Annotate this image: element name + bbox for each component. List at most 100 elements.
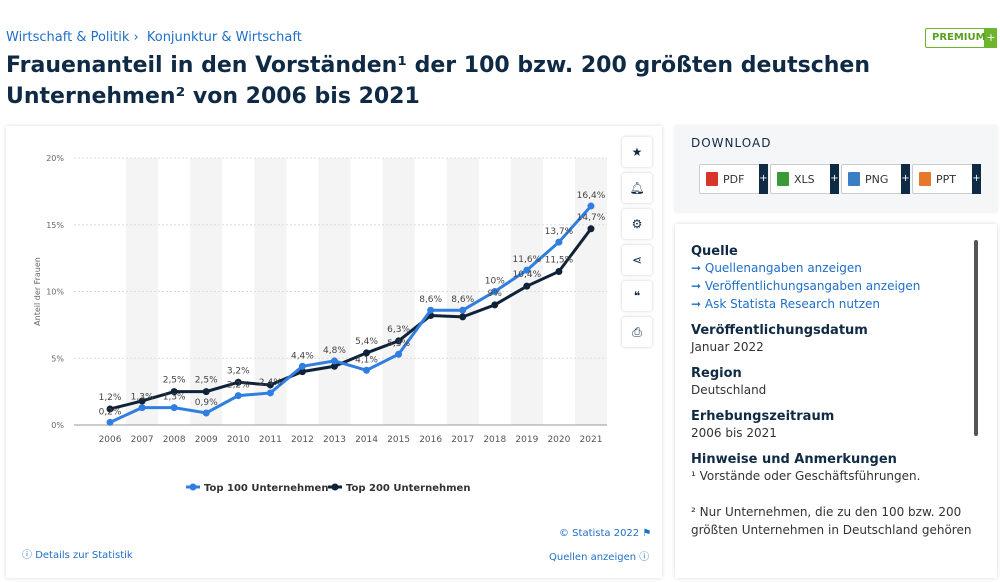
download-pdf-button[interactable]: PDF + xyxy=(699,164,768,194)
data-label: 2,5% xyxy=(163,376,186,386)
info-panel: Quelle ➞ Quellenangaben anzeigen ➞ Veröf… xyxy=(675,224,997,578)
copyright[interactable]: © Statista 2022 ⚑ xyxy=(559,528,651,539)
data-label: 5,3% xyxy=(387,339,410,349)
y-tick-label: 15% xyxy=(46,221,64,230)
print-icon: ⎙ xyxy=(632,324,642,339)
download-xls-button[interactable]: XLS + xyxy=(770,164,839,194)
y-axis-label: Anteil der Frauen xyxy=(33,257,42,326)
y-tick-label: 5% xyxy=(51,354,64,363)
data-label: 13,7% xyxy=(545,227,574,237)
breadcrumb: Wirtschaft & Politik › Konjunktur & Wirt… xyxy=(6,30,306,45)
data-label: 1,3% xyxy=(163,393,186,403)
print-button[interactable]: ⎙ xyxy=(622,317,652,347)
download-png-button[interactable]: PNG + xyxy=(841,164,910,194)
research-link[interactable]: ➞ Ask Statista Research nutzen xyxy=(691,297,880,311)
data-point xyxy=(202,409,210,417)
quote-icon: ❝ xyxy=(633,289,641,303)
data-point xyxy=(363,366,371,374)
scrollbar[interactable] xyxy=(974,240,978,436)
data-label: 1,3% xyxy=(131,393,154,403)
period-heading: Erhebungszeitraum xyxy=(691,409,835,424)
data-point xyxy=(202,388,210,396)
link-text: Veröffentlichungsangaben anzeigen xyxy=(704,279,921,293)
notify-button[interactable]: 🔔︎ xyxy=(622,173,652,203)
x-tick-label: 2016 xyxy=(419,435,442,445)
data-label: 10% xyxy=(485,277,505,287)
file-icon xyxy=(706,172,718,186)
favorite-button[interactable]: ★ xyxy=(622,137,652,167)
data-point xyxy=(491,301,499,309)
download-panel: DOWNLOAD PDF + XLS + PNG + PPT + xyxy=(675,126,997,212)
premium-plus[interactable]: + xyxy=(985,28,997,48)
data-point xyxy=(395,337,403,345)
x-tick-label: 2020 xyxy=(547,435,570,445)
share-button[interactable]: ⋖ xyxy=(622,245,652,275)
data-point xyxy=(298,362,306,370)
data-label: 16,4% xyxy=(577,191,606,201)
button-label: PNG xyxy=(865,172,889,186)
details-link[interactable]: ⓘ Details zur Statistik xyxy=(22,546,133,561)
data-label: 0,9% xyxy=(195,398,218,408)
breadcrumb-link[interactable]: Konjunktur & Wirtschaft xyxy=(146,30,302,45)
data-label: 11,6% xyxy=(513,255,542,265)
cite-button[interactable]: ❝ xyxy=(622,281,652,311)
data-label: 4,1% xyxy=(355,355,378,365)
settings-button[interactable]: ⚙ xyxy=(622,209,652,239)
sources-link[interactable]: Quellen anzeigen ⓘ xyxy=(549,548,649,563)
download-title: DOWNLOAD xyxy=(691,136,772,150)
details-text: Details zur Statistik xyxy=(35,550,133,561)
data-point xyxy=(427,306,435,314)
link-text: Ask Statista Research nutzen xyxy=(704,297,880,311)
note-1: ¹ Vorstände oder Geschäftsführungen. xyxy=(691,469,921,483)
series-line xyxy=(109,205,593,424)
page-title: Frauenanteil in den Vorständen¹ der 100 … xyxy=(6,53,870,109)
data-point xyxy=(555,267,563,275)
data-label: 8,6% xyxy=(451,295,474,305)
data-point xyxy=(266,381,274,389)
data-point xyxy=(523,266,531,274)
premium-badge[interactable]: PREMIUM xyxy=(925,28,986,48)
y-tick-label: 0% xyxy=(51,421,64,430)
legend-label: Top 100 Unternehmen xyxy=(204,483,328,494)
x-tick-label: 2007 xyxy=(131,435,154,445)
data-point xyxy=(170,388,178,396)
data-point xyxy=(170,404,178,412)
legend-marker xyxy=(331,483,339,491)
download-ppt-button[interactable]: PPT + xyxy=(912,164,981,194)
data-point xyxy=(395,350,403,358)
data-label: 4,8% xyxy=(323,346,346,356)
legend-marker xyxy=(189,483,197,491)
y-tick-label: 20% xyxy=(46,154,64,163)
data-label: 14,7% xyxy=(577,213,606,223)
notes-heading: Hinweise und Anmerkungen xyxy=(691,452,897,467)
data-point xyxy=(234,392,242,400)
link-text: Quellenangaben anzeigen xyxy=(704,261,862,275)
data-point xyxy=(363,349,371,357)
plus-icon: + xyxy=(759,164,768,194)
x-tick-label: 2011 xyxy=(259,435,282,445)
source-link[interactable]: ➞ Quellenangaben anzeigen xyxy=(691,261,862,275)
button-label: XLS xyxy=(794,172,815,186)
x-tick-label: 2009 xyxy=(195,435,218,445)
publication-link[interactable]: ➞ Veröffentlichungsangaben anzeigen xyxy=(691,279,921,293)
x-tick-label: 2008 xyxy=(163,435,186,445)
source-heading: Quelle xyxy=(691,244,738,259)
x-tick-label: 2015 xyxy=(387,435,410,445)
breadcrumb-link[interactable]: Wirtschaft & Politik › xyxy=(6,30,139,45)
x-tick-label: 2012 xyxy=(291,435,314,445)
star-icon: ★ xyxy=(631,145,643,159)
date-value: Januar 2022 xyxy=(691,340,764,354)
x-tick-label: 2014 xyxy=(355,435,378,445)
data-label: 5,4% xyxy=(355,337,378,347)
button-label: PPT xyxy=(936,172,956,186)
x-tick-label: 2010 xyxy=(227,435,250,445)
data-label: 11,5% xyxy=(545,255,574,265)
note-2: ² Nur Unternehmen, die zu den 100 bzw. 2… xyxy=(691,505,972,537)
flag-icon: ⚑ xyxy=(642,528,652,539)
data-point xyxy=(138,397,146,405)
chart-card: 0% 5% 10% 15% 20% Anteil der Frauen 2006 2007 20… xyxy=(6,126,662,578)
data-label: 1,2% xyxy=(99,393,122,403)
data-point xyxy=(330,362,338,370)
plus-icon: + xyxy=(830,164,839,194)
data-label: 2,5% xyxy=(195,376,218,386)
